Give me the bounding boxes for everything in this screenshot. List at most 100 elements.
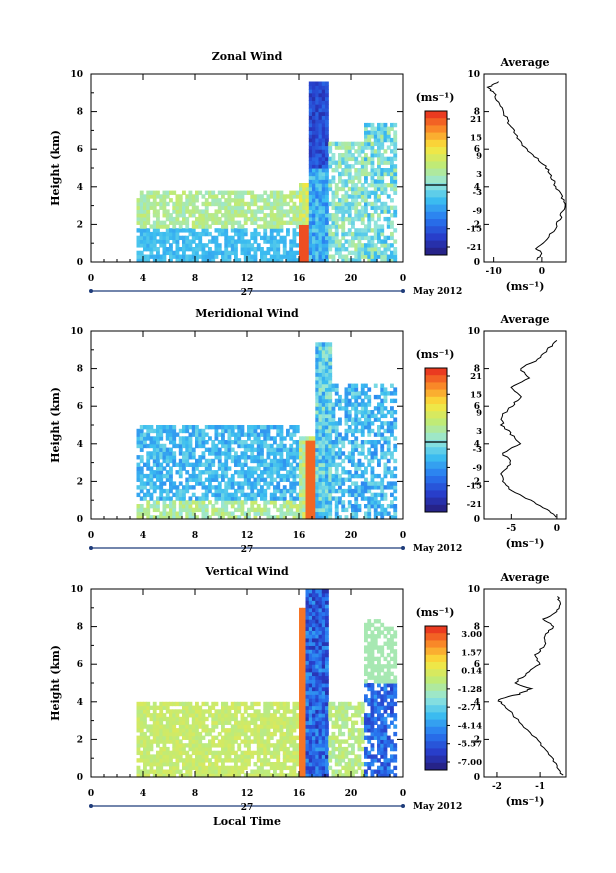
heatmap-cell: [347, 156, 352, 162]
heatmap-cell: [367, 160, 372, 165]
heatmap-cell: [331, 205, 336, 210]
heatmap-cell: [208, 515, 212, 520]
heatmap-cell: [370, 213, 375, 218]
heatmap-cell: [159, 432, 164, 437]
heatmap-cell: [195, 205, 199, 210]
heatmap-cell: [221, 765, 225, 771]
heatmap-cell: [312, 186, 316, 192]
heatmap-cell: [250, 425, 255, 430]
heatmap-cell: [357, 462, 362, 467]
heatmap-cell: [351, 387, 355, 392]
heatmap-cell: [172, 239, 177, 244]
heatmap-cell: [165, 247, 170, 252]
heatmap-cell: [182, 735, 186, 740]
heatmap-cell: [325, 145, 329, 150]
heatmap-cell: [357, 731, 362, 737]
heatmap-cell: [198, 754, 203, 759]
heatmap-cell: [227, 440, 232, 445]
heatmap-cell: [390, 186, 394, 192]
heatmap-cell: [156, 458, 160, 464]
x-tick-label: 20: [345, 531, 358, 541]
heatmap-cell: [334, 481, 339, 486]
heatmap-cell: [321, 477, 326, 482]
heatmap-cell: [338, 398, 342, 404]
heatmap-cell: [221, 432, 225, 437]
heatmap-cell: [377, 153, 381, 158]
heatmap-cell: [188, 754, 193, 759]
heatmap-cell: [191, 428, 196, 434]
heatmap-cell: [299, 619, 303, 624]
heatmap-cell: [351, 515, 355, 520]
heatmap-cell: [260, 216, 264, 222]
heatmap-cell: [315, 85, 320, 90]
heatmap-cell: [208, 250, 212, 256]
heatmap-cell: [156, 194, 160, 199]
colorbar-tick-label: 15: [470, 390, 482, 400]
heatmap-cell: [315, 458, 320, 464]
heatmap-cell: [195, 209, 199, 214]
heatmap-cell: [289, 507, 294, 513]
heatmap-cell: [299, 231, 303, 237]
heatmap-cell: [146, 705, 151, 710]
heatmap-cell: [286, 194, 290, 199]
heatmap-cell: [185, 716, 190, 722]
heatmap-cell: [211, 239, 216, 244]
heatmap-cell: [315, 664, 320, 669]
heatmap-cell: [214, 716, 219, 722]
heatmap-cell: [315, 417, 320, 422]
heatmap-cell: [308, 504, 313, 509]
heatmap-cell: [250, 243, 255, 248]
heatmap-cell: [347, 179, 352, 184]
heatmap-cell: [136, 735, 141, 740]
heatmap-cell: [315, 81, 320, 86]
heatmap-cell: [162, 239, 167, 244]
heatmap-cell: [308, 254, 313, 259]
heatmap-cell: [256, 224, 261, 229]
heatmap-cell: [211, 473, 216, 479]
heatmap-cell: [256, 504, 261, 509]
heatmap-cell: [172, 709, 177, 714]
heatmap-cell: [234, 231, 238, 237]
heatmap-cell: [165, 201, 170, 207]
heatmap-cell: [380, 481, 385, 486]
heatmap-cell: [318, 466, 323, 471]
heatmap-cell: [341, 201, 346, 207]
heatmap-cell: [315, 194, 320, 199]
heatmap-cell: [214, 750, 219, 756]
heatmap-cell: [328, 376, 333, 381]
heatmap-cell: [250, 473, 255, 479]
heatmap-cell: [139, 443, 144, 449]
heatmap-cell: [360, 701, 365, 707]
heatmap-cell: [380, 160, 385, 165]
heatmap-cell: [263, 443, 268, 449]
heatmap-cell: [204, 250, 209, 256]
heatmap-cell: [175, 728, 180, 733]
heatmap-cell: [191, 194, 196, 199]
y-axis-label: Height (km): [49, 387, 62, 463]
heatmap-cell: [159, 462, 164, 467]
heatmap-cell: [386, 458, 391, 464]
heatmap-cell: [331, 443, 336, 449]
heatmap-cell: [321, 134, 326, 139]
heatmap-cell: [273, 716, 277, 722]
heatmap-cell: [373, 258, 378, 263]
heatmap-cell: [159, 773, 164, 778]
heatmap-cell: [308, 171, 313, 177]
heatmap-cell: [198, 213, 203, 218]
heatmap-cell: [240, 250, 245, 256]
heatmap-cell: [383, 190, 388, 195]
heatmap-cell: [139, 224, 144, 229]
heatmap-cell: [315, 228, 320, 233]
heatmap-cell: [227, 198, 232, 203]
heatmap-cell: [328, 477, 333, 482]
heatmap-cell: [312, 164, 316, 169]
heatmap-cell: [308, 694, 313, 699]
heatmap-cell: [279, 765, 284, 771]
heatmap-cell: [195, 746, 199, 752]
heatmap-cell: [214, 239, 219, 244]
heatmap-cell: [305, 228, 310, 233]
heatmap-cell: [302, 216, 307, 222]
heatmap-cell: [318, 660, 323, 665]
heatmap-cell: [308, 115, 313, 120]
heatmap-cell: [165, 231, 170, 237]
